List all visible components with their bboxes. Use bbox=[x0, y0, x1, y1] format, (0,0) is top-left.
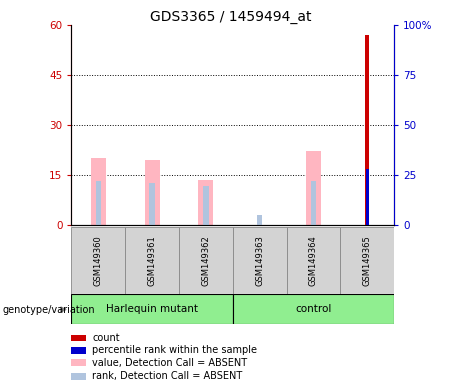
FancyBboxPatch shape bbox=[233, 227, 287, 294]
Bar bbox=[257, 215, 262, 225]
Bar bbox=[91, 158, 106, 225]
FancyBboxPatch shape bbox=[233, 294, 394, 324]
Bar bbox=[366, 169, 369, 225]
Bar bbox=[145, 160, 160, 225]
Bar bbox=[198, 180, 213, 225]
Bar bbox=[149, 183, 155, 225]
Bar bbox=[96, 181, 101, 225]
Text: GSM149365: GSM149365 bbox=[363, 235, 372, 286]
FancyBboxPatch shape bbox=[340, 227, 394, 294]
Bar bbox=[203, 186, 208, 225]
FancyBboxPatch shape bbox=[71, 294, 233, 324]
Text: count: count bbox=[92, 333, 120, 343]
FancyBboxPatch shape bbox=[125, 227, 179, 294]
FancyBboxPatch shape bbox=[287, 227, 340, 294]
Text: GSM149361: GSM149361 bbox=[148, 235, 157, 286]
Text: GSM149364: GSM149364 bbox=[309, 235, 318, 286]
Bar bbox=[71, 372, 86, 380]
Text: control: control bbox=[296, 304, 331, 314]
Text: GDS3365 / 1459494_at: GDS3365 / 1459494_at bbox=[150, 10, 311, 23]
Text: GSM149360: GSM149360 bbox=[94, 235, 103, 286]
Bar bbox=[71, 334, 86, 341]
Text: GSM149362: GSM149362 bbox=[201, 235, 210, 286]
Bar bbox=[365, 35, 369, 225]
Text: genotype/variation: genotype/variation bbox=[2, 305, 95, 314]
Text: rank, Detection Call = ABSENT: rank, Detection Call = ABSENT bbox=[92, 371, 242, 381]
Text: GSM149363: GSM149363 bbox=[255, 235, 264, 286]
Text: Harlequin mutant: Harlequin mutant bbox=[106, 304, 198, 314]
Bar bbox=[306, 151, 321, 225]
FancyBboxPatch shape bbox=[71, 227, 125, 294]
Text: percentile rank within the sample: percentile rank within the sample bbox=[92, 345, 257, 355]
Bar bbox=[311, 181, 316, 225]
Bar bbox=[71, 359, 86, 366]
Bar bbox=[71, 347, 86, 354]
FancyBboxPatch shape bbox=[179, 227, 233, 294]
Text: value, Detection Call = ABSENT: value, Detection Call = ABSENT bbox=[92, 358, 248, 368]
